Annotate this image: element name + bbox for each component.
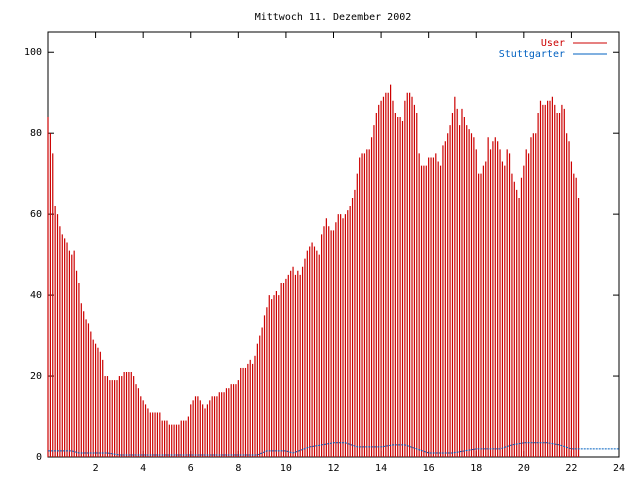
x-tick-label: 2 [93,463,99,474]
y-tick-label: 0 [36,452,42,463]
stuttgarter-line [48,442,619,456]
x-tick-label: 24 [613,463,625,474]
x-tick-label: 6 [188,463,194,474]
y-tick-label: 80 [30,128,42,139]
x-tick-label: 4 [140,463,146,474]
x-tick-label: 22 [565,463,577,474]
chart-title: Mittwoch 11. Dezember 2002 [255,12,412,23]
y-tick-label: 60 [30,209,42,220]
y-tick-label: 40 [30,290,42,301]
legend-label-user: User [541,38,565,49]
x-tick-label: 18 [470,463,482,474]
x-tick-label: 14 [375,463,387,474]
y-tick-label: 20 [30,371,42,382]
x-tick-label: 16 [423,463,435,474]
y-tick-label: 100 [24,47,42,58]
x-tick-label: 10 [280,463,292,474]
x-tick-label: 20 [518,463,530,474]
legend: User Stuttgarter [499,38,607,60]
x-tick-label: 12 [327,463,339,474]
legend-label-stuttgarter: Stuttgarter [499,49,565,60]
x-tick-label: 8 [235,463,241,474]
